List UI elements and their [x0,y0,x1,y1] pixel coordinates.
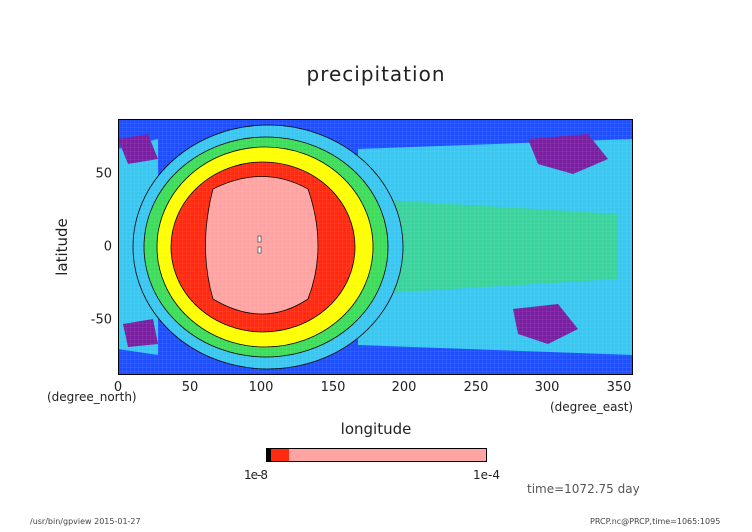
x-axis-label: longitude [340,420,412,438]
y-axis-unit: (degree_north) [47,390,137,404]
time-annotation: time=1072.75 day [527,482,640,496]
x-axis-unit: (degree_east) [550,400,634,414]
x-tick-label: 200 [391,380,417,395]
grid-overlay [118,119,633,375]
footer-command: /usr/bin/gpview 2015-01-27 [30,517,141,526]
plot-frame [118,119,633,375]
heatmap-svg [118,119,633,375]
colorbar-label-min: 1e-8 [244,468,268,482]
center-mark-2 [257,246,262,254]
x-tick-label: 250 [463,380,489,395]
y-tick-label: 50 [95,166,112,182]
chart-title: precipitation [306,62,446,86]
footer-source: PRCP.nc@PRCP,time=1065:1095 [590,517,721,526]
x-tick-label: 150 [320,380,346,395]
colorbar-segment-dark [267,449,271,461]
colorbar-segment-pink [289,449,486,461]
center-mark-1 [257,235,262,243]
y-axis-label: latitude [53,218,71,276]
colorbar-label-max: 1e-4 [473,468,500,482]
y-tick-label: 0 [103,239,112,255]
plot-area [118,119,633,375]
x-tick-label: 0 [113,380,123,395]
x-tick-label: 100 [248,380,274,395]
colorbar-segment-red [271,449,289,461]
x-tick-label: 50 [181,380,199,395]
x-tick-label: 350 [606,380,632,395]
x-tick-label: 300 [534,380,560,395]
y-tick-label: -50 [90,312,112,328]
colorbar [266,448,487,462]
